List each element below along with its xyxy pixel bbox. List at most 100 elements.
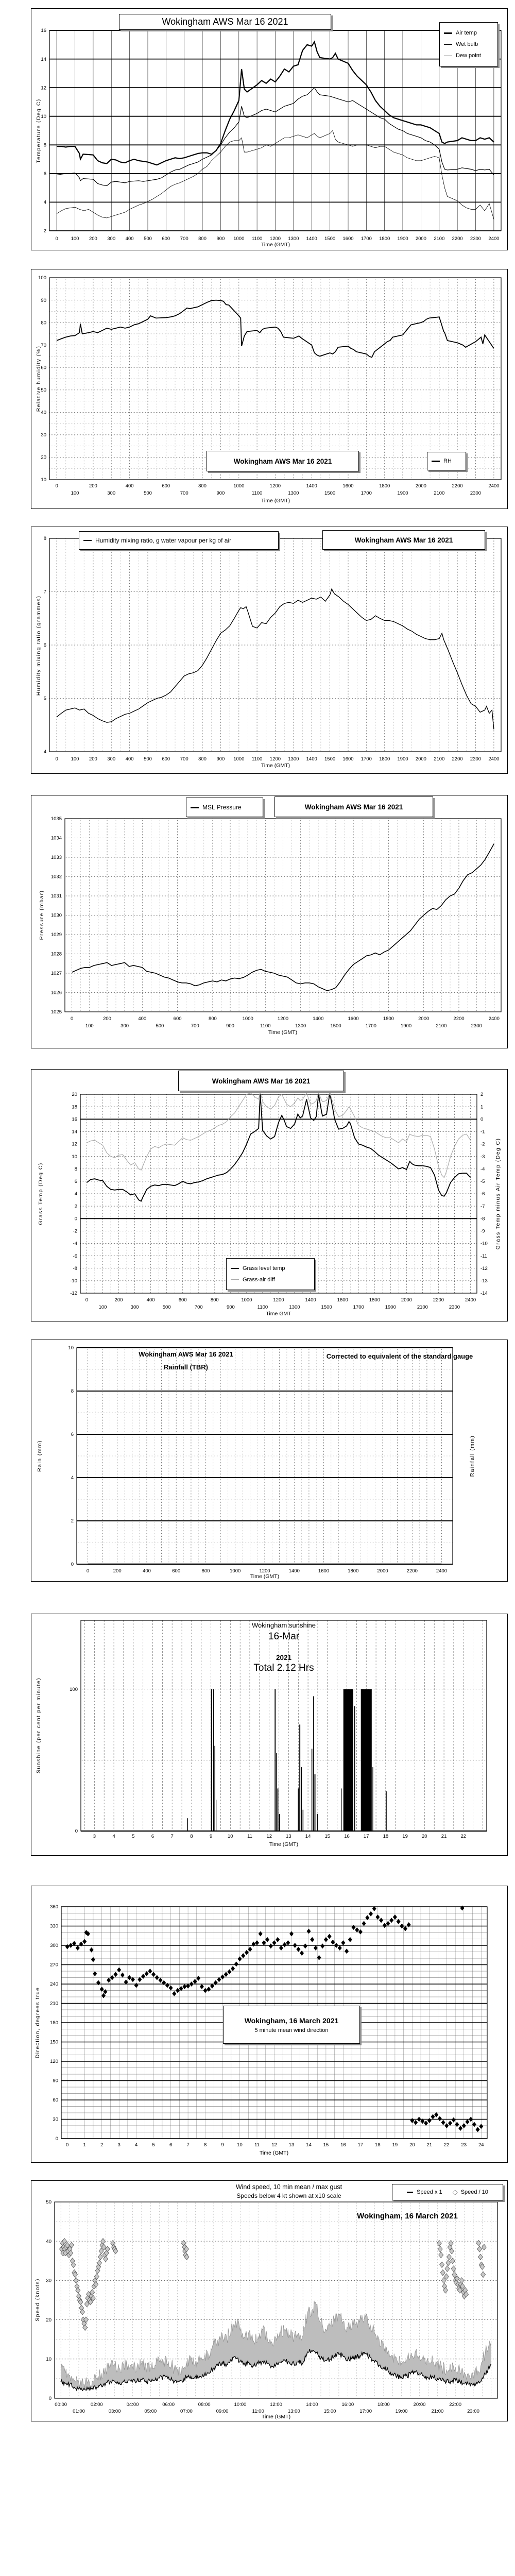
svg-text:1100: 1100	[258, 1304, 268, 1310]
svg-text:19:00: 19:00	[396, 2409, 408, 2414]
x-axis-title: Time (GMT)	[261, 242, 290, 248]
svg-text:200: 200	[89, 236, 97, 242]
chart-title: Wokingham sunshine	[251, 1621, 316, 1629]
svg-text:300: 300	[50, 1943, 58, 1948]
svg-text:2400: 2400	[465, 1297, 476, 1303]
legend-label: RH	[443, 458, 452, 464]
chart-subtitle: Rainfall (TBR)	[164, 1363, 208, 1371]
chart-title: Wokingham AWS Mar 16 2021	[354, 536, 453, 544]
svg-text:4: 4	[75, 1191, 77, 1197]
pressure-chart-panel: 0 200 400 600 800 1000 1200 1400 1600 1800 2000 220…	[31, 795, 508, 1048]
svg-text:700: 700	[180, 490, 188, 496]
svg-text:1: 1	[480, 1104, 483, 1110]
svg-text:800: 800	[211, 1297, 219, 1303]
svg-text:-1: -1	[480, 1129, 485, 1135]
svg-text:0: 0	[71, 1562, 74, 1567]
wet-bulb-line-swatch	[444, 44, 452, 45]
svg-text:8: 8	[190, 1834, 193, 1839]
svg-text:1200: 1200	[270, 236, 281, 242]
svg-text:900: 900	[216, 756, 225, 762]
svg-text:-11: -11	[480, 1253, 487, 1259]
temperature-chart-panel: 0 100 200 300 400 500 600 700 800 900 1000 1100 1200…	[31, 8, 508, 250]
svg-text:1400: 1400	[289, 1568, 300, 1574]
svg-text:3: 3	[93, 1834, 96, 1839]
svg-text:23: 23	[461, 2142, 467, 2148]
svg-text:200: 200	[115, 1297, 123, 1303]
heading-line-2: Speeds below 4 kt shown at x10 scale	[236, 2192, 341, 2199]
speed-line-swatch	[407, 2191, 414, 2193]
chart-subtitle: 5 minute mean wind direction	[254, 2027, 329, 2033]
mixing-ratio-line-swatch	[83, 540, 92, 541]
svg-text:1400: 1400	[306, 483, 317, 489]
y-axis-title: Speed (knots)	[35, 2278, 41, 2321]
svg-text:20: 20	[422, 1834, 427, 1839]
svg-text:400: 400	[147, 1297, 155, 1303]
wind-direction-chart-panel: 0 1 2 3 4 5 6 7 8 9 10 11 12 13 14 15 16 17 18 19 20 21 22 23 24…	[31, 1886, 508, 2163]
mixing-ratio-chart-panel: 0 100 200 300 400 500 600 700 800 900 1000 1100 1200…	[31, 527, 508, 774]
y-axis-title: Humidity mixing ratio (grammes)	[36, 595, 42, 696]
svg-text:18: 18	[375, 2142, 381, 2148]
svg-text:1029: 1029	[51, 932, 62, 938]
svg-text:22: 22	[461, 1834, 467, 1839]
svg-text:4: 4	[135, 2142, 138, 2148]
svg-text:1800: 1800	[379, 756, 390, 762]
svg-text:12:00: 12:00	[270, 2402, 282, 2408]
svg-text:300: 300	[107, 236, 115, 242]
svg-text:500: 500	[144, 236, 152, 242]
svg-text:1025: 1025	[51, 1009, 62, 1015]
svg-text:2: 2	[100, 2142, 103, 2148]
svg-text:8: 8	[204, 2142, 207, 2148]
svg-text:-13: -13	[480, 1278, 488, 1284]
svg-text:1800: 1800	[379, 483, 390, 489]
svg-text:07:00: 07:00	[180, 2409, 193, 2414]
temperature-legend: Air temp Wet bulb Dew point	[439, 22, 498, 66]
svg-text:14: 14	[305, 1834, 311, 1839]
svg-text:1032: 1032	[51, 874, 62, 880]
svg-text:1900: 1900	[401, 1023, 411, 1029]
svg-text:2: 2	[75, 1204, 77, 1209]
svg-text:1800: 1800	[369, 1297, 380, 1303]
svg-text:1000: 1000	[233, 483, 244, 489]
svg-text:02:00: 02:00	[91, 2402, 103, 2408]
rainfall-note: Corrected to equivalent of the standard …	[326, 1352, 473, 1360]
svg-text:1300: 1300	[288, 236, 299, 242]
svg-text:11:00: 11:00	[252, 2409, 264, 2414]
svg-text:270: 270	[50, 1962, 58, 1968]
svg-text:1200: 1200	[278, 1016, 288, 1022]
svg-text:700: 700	[180, 756, 188, 762]
svg-text:16: 16	[41, 28, 46, 33]
svg-text:1200: 1200	[259, 1568, 270, 1574]
svg-text:20:00: 20:00	[414, 2402, 426, 2408]
svg-text:1500: 1500	[330, 1023, 341, 1029]
svg-text:0: 0	[55, 756, 58, 762]
svg-text:100: 100	[38, 275, 46, 281]
svg-text:700: 700	[191, 1023, 199, 1029]
y-axis-title: Rain (mm)	[37, 1440, 43, 1472]
chart-title: Wokingham AWS Mar 16 2021	[162, 16, 288, 27]
svg-text:800: 800	[198, 236, 207, 242]
svg-text:9: 9	[210, 1834, 212, 1839]
svg-text:3: 3	[118, 2142, 121, 2148]
y-axis-title: Temperature (Deg C)	[36, 98, 42, 163]
svg-text:1600: 1600	[342, 483, 353, 489]
svg-text:900: 900	[226, 1023, 234, 1029]
svg-text:1500: 1500	[321, 1304, 332, 1310]
chart-total: Total 2.12 Hrs	[253, 1663, 314, 1673]
svg-text:1033: 1033	[51, 855, 62, 860]
svg-text:23:00: 23:00	[467, 2409, 479, 2414]
svg-text:700: 700	[195, 1304, 203, 1310]
chart-title-box: Wokingham AWS Mar 16 2021	[274, 796, 433, 817]
svg-text:50: 50	[46, 2199, 52, 2205]
mixing-ratio-plot: 0 100 200 300 400 500 600 700 800 900 1000 1100 1200…	[44, 536, 502, 762]
svg-text:30: 30	[41, 432, 46, 438]
svg-text:500: 500	[163, 1304, 171, 1310]
svg-text:10: 10	[228, 1834, 233, 1839]
legend-label: MSL Pressure	[202, 804, 242, 811]
rainfall-plot: 0 200 400 600 800 1000 1200 1400 1600 1800 2000 220…	[68, 1345, 453, 1574]
y-axis-title: Grass Temp (Deg C)	[38, 1162, 44, 1225]
svg-text:0: 0	[55, 236, 58, 242]
svg-text:2200: 2200	[452, 483, 463, 489]
svg-text:1700: 1700	[353, 1304, 364, 1310]
svg-text:1500: 1500	[324, 490, 335, 496]
svg-text:4: 4	[44, 200, 46, 206]
